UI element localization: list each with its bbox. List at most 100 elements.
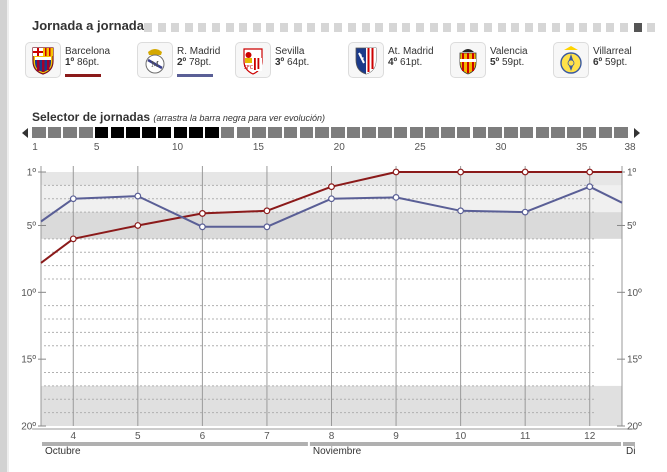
jornada-selector[interactable]: [22, 127, 640, 139]
selector-cell[interactable]: [472, 127, 487, 138]
selector-cell[interactable]: [110, 127, 125, 138]
jornada-cell[interactable]: [429, 23, 438, 32]
team-position: 3º: [275, 57, 285, 68]
y-tick-label-left: 15º: [21, 355, 36, 366]
selector-cell[interactable]: [173, 127, 188, 138]
jornada-cell[interactable]: [402, 23, 411, 32]
selector-cells[interactable]: [32, 127, 630, 139]
selector-cell[interactable]: [362, 127, 376, 138]
selector-cell[interactable]: [535, 127, 550, 138]
jornada-cell[interactable]: [565, 23, 574, 32]
selector-cell[interactable]: [551, 127, 565, 138]
selector-cell[interactable]: [519, 127, 534, 138]
selector-cell[interactable]: [157, 127, 172, 138]
selector-cell[interactable]: [393, 127, 408, 138]
jornada-cell[interactable]: [184, 23, 193, 32]
jornada-cell[interactable]: [443, 23, 452, 32]
selector-cell[interactable]: [425, 127, 439, 138]
series-point: [392, 168, 400, 176]
sevilla-crest-icon: SFC: [235, 42, 271, 78]
series-point: [134, 192, 142, 200]
series-point: [69, 235, 77, 243]
team-line-swatch: [177, 74, 213, 77]
jornada-cell[interactable]: [361, 23, 370, 32]
jornada-cell[interactable]: [293, 23, 302, 32]
y-tick-label-right: 15º: [627, 355, 642, 366]
jornada-cell[interactable]: [157, 23, 166, 32]
month-label: Di: [626, 446, 636, 457]
selector-cell[interactable]: [299, 127, 314, 138]
selector-cell[interactable]: [32, 127, 46, 138]
jornada-cell[interactable]: [456, 23, 465, 32]
jornada-cell[interactable]: [633, 23, 642, 32]
barcelona-crest-icon: [25, 42, 61, 78]
jornada-cell[interactable]: [552, 23, 560, 32]
jornada-cell[interactable]: [320, 23, 329, 32]
jornada-cell[interactable]: [592, 23, 601, 32]
jornada-cell[interactable]: [497, 23, 506, 32]
selector-cell[interactable]: [283, 127, 298, 138]
selector-cell[interactable]: [47, 127, 62, 138]
selector-cell[interactable]: [488, 127, 502, 138]
jornada-cell[interactable]: [647, 23, 656, 32]
jornada-cell[interactable]: [620, 23, 628, 32]
selector-cell[interactable]: [504, 127, 518, 138]
jornada-cell[interactable]: [198, 23, 207, 32]
jornada-cell[interactable]: [280, 23, 288, 32]
team-standing: 2º 78pt.: [177, 57, 211, 68]
selector-tick-label: 35: [576, 142, 588, 153]
selector-cell[interactable]: [205, 127, 219, 138]
selector-cell[interactable]: [252, 127, 266, 138]
jornada-cell[interactable]: [416, 23, 424, 32]
jornada-cell[interactable]: [470, 23, 479, 32]
selector-cell[interactable]: [331, 127, 345, 138]
selector-cell[interactable]: [220, 127, 235, 138]
jornada-cell[interactable]: [538, 23, 547, 32]
selector-cell[interactable]: [378, 127, 392, 138]
selector-cell[interactable]: [268, 127, 282, 138]
month-bar: [309, 442, 621, 446]
selector-cell[interactable]: [236, 127, 251, 138]
team-standing: 3º 64pt.: [275, 57, 309, 68]
selector-cell[interactable]: [346, 127, 361, 138]
jornada-cell[interactable]: [484, 23, 492, 32]
jornada-cell[interactable]: [375, 23, 384, 32]
selector-cell[interactable]: [315, 127, 329, 138]
jornada-cell[interactable]: [348, 23, 356, 32]
jornada-cell[interactable]: [171, 23, 180, 32]
selector-cell[interactable]: [142, 127, 156, 138]
selector-cell[interactable]: [126, 127, 140, 138]
jornada-cell[interactable]: [144, 23, 152, 32]
jornada-cell[interactable]: [252, 23, 261, 32]
jornada-cell[interactable]: [307, 23, 316, 32]
selector-cell[interactable]: [614, 127, 628, 138]
arrow-right-icon[interactable]: [634, 128, 640, 138]
team-points: 78pt.: [189, 57, 212, 68]
y-tick-label-left: 10º: [21, 288, 36, 299]
jornada-strip[interactable]: [144, 23, 656, 33]
selector-cell[interactable]: [598, 127, 613, 138]
arrow-left-icon[interactable]: [22, 128, 28, 138]
selector-cell[interactable]: [189, 127, 203, 138]
jornada-cell[interactable]: [239, 23, 248, 32]
x-tick-label: 5: [135, 431, 141, 442]
jornada-cell[interactable]: [212, 23, 220, 32]
selector-cell[interactable]: [409, 127, 424, 138]
jornada-cell[interactable]: [579, 23, 588, 32]
selector-cell[interactable]: [94, 127, 109, 138]
selector-cell[interactable]: [582, 127, 597, 138]
selector-cell[interactable]: [456, 127, 471, 138]
selector-cell[interactable]: [63, 127, 77, 138]
jornada-cell[interactable]: [334, 23, 343, 32]
jornada-cell[interactable]: [266, 23, 275, 32]
jornada-cell[interactable]: [524, 23, 533, 32]
jornada-cell[interactable]: [511, 23, 520, 32]
selector-cell[interactable]: [567, 127, 581, 138]
selector-cell[interactable]: [79, 127, 93, 138]
team-position: 2º: [177, 57, 187, 68]
jornada-cell[interactable]: [388, 23, 397, 32]
jornada-cell[interactable]: [225, 23, 234, 32]
selector-cell[interactable]: [441, 127, 455, 138]
jornada-cell[interactable]: [606, 23, 615, 32]
